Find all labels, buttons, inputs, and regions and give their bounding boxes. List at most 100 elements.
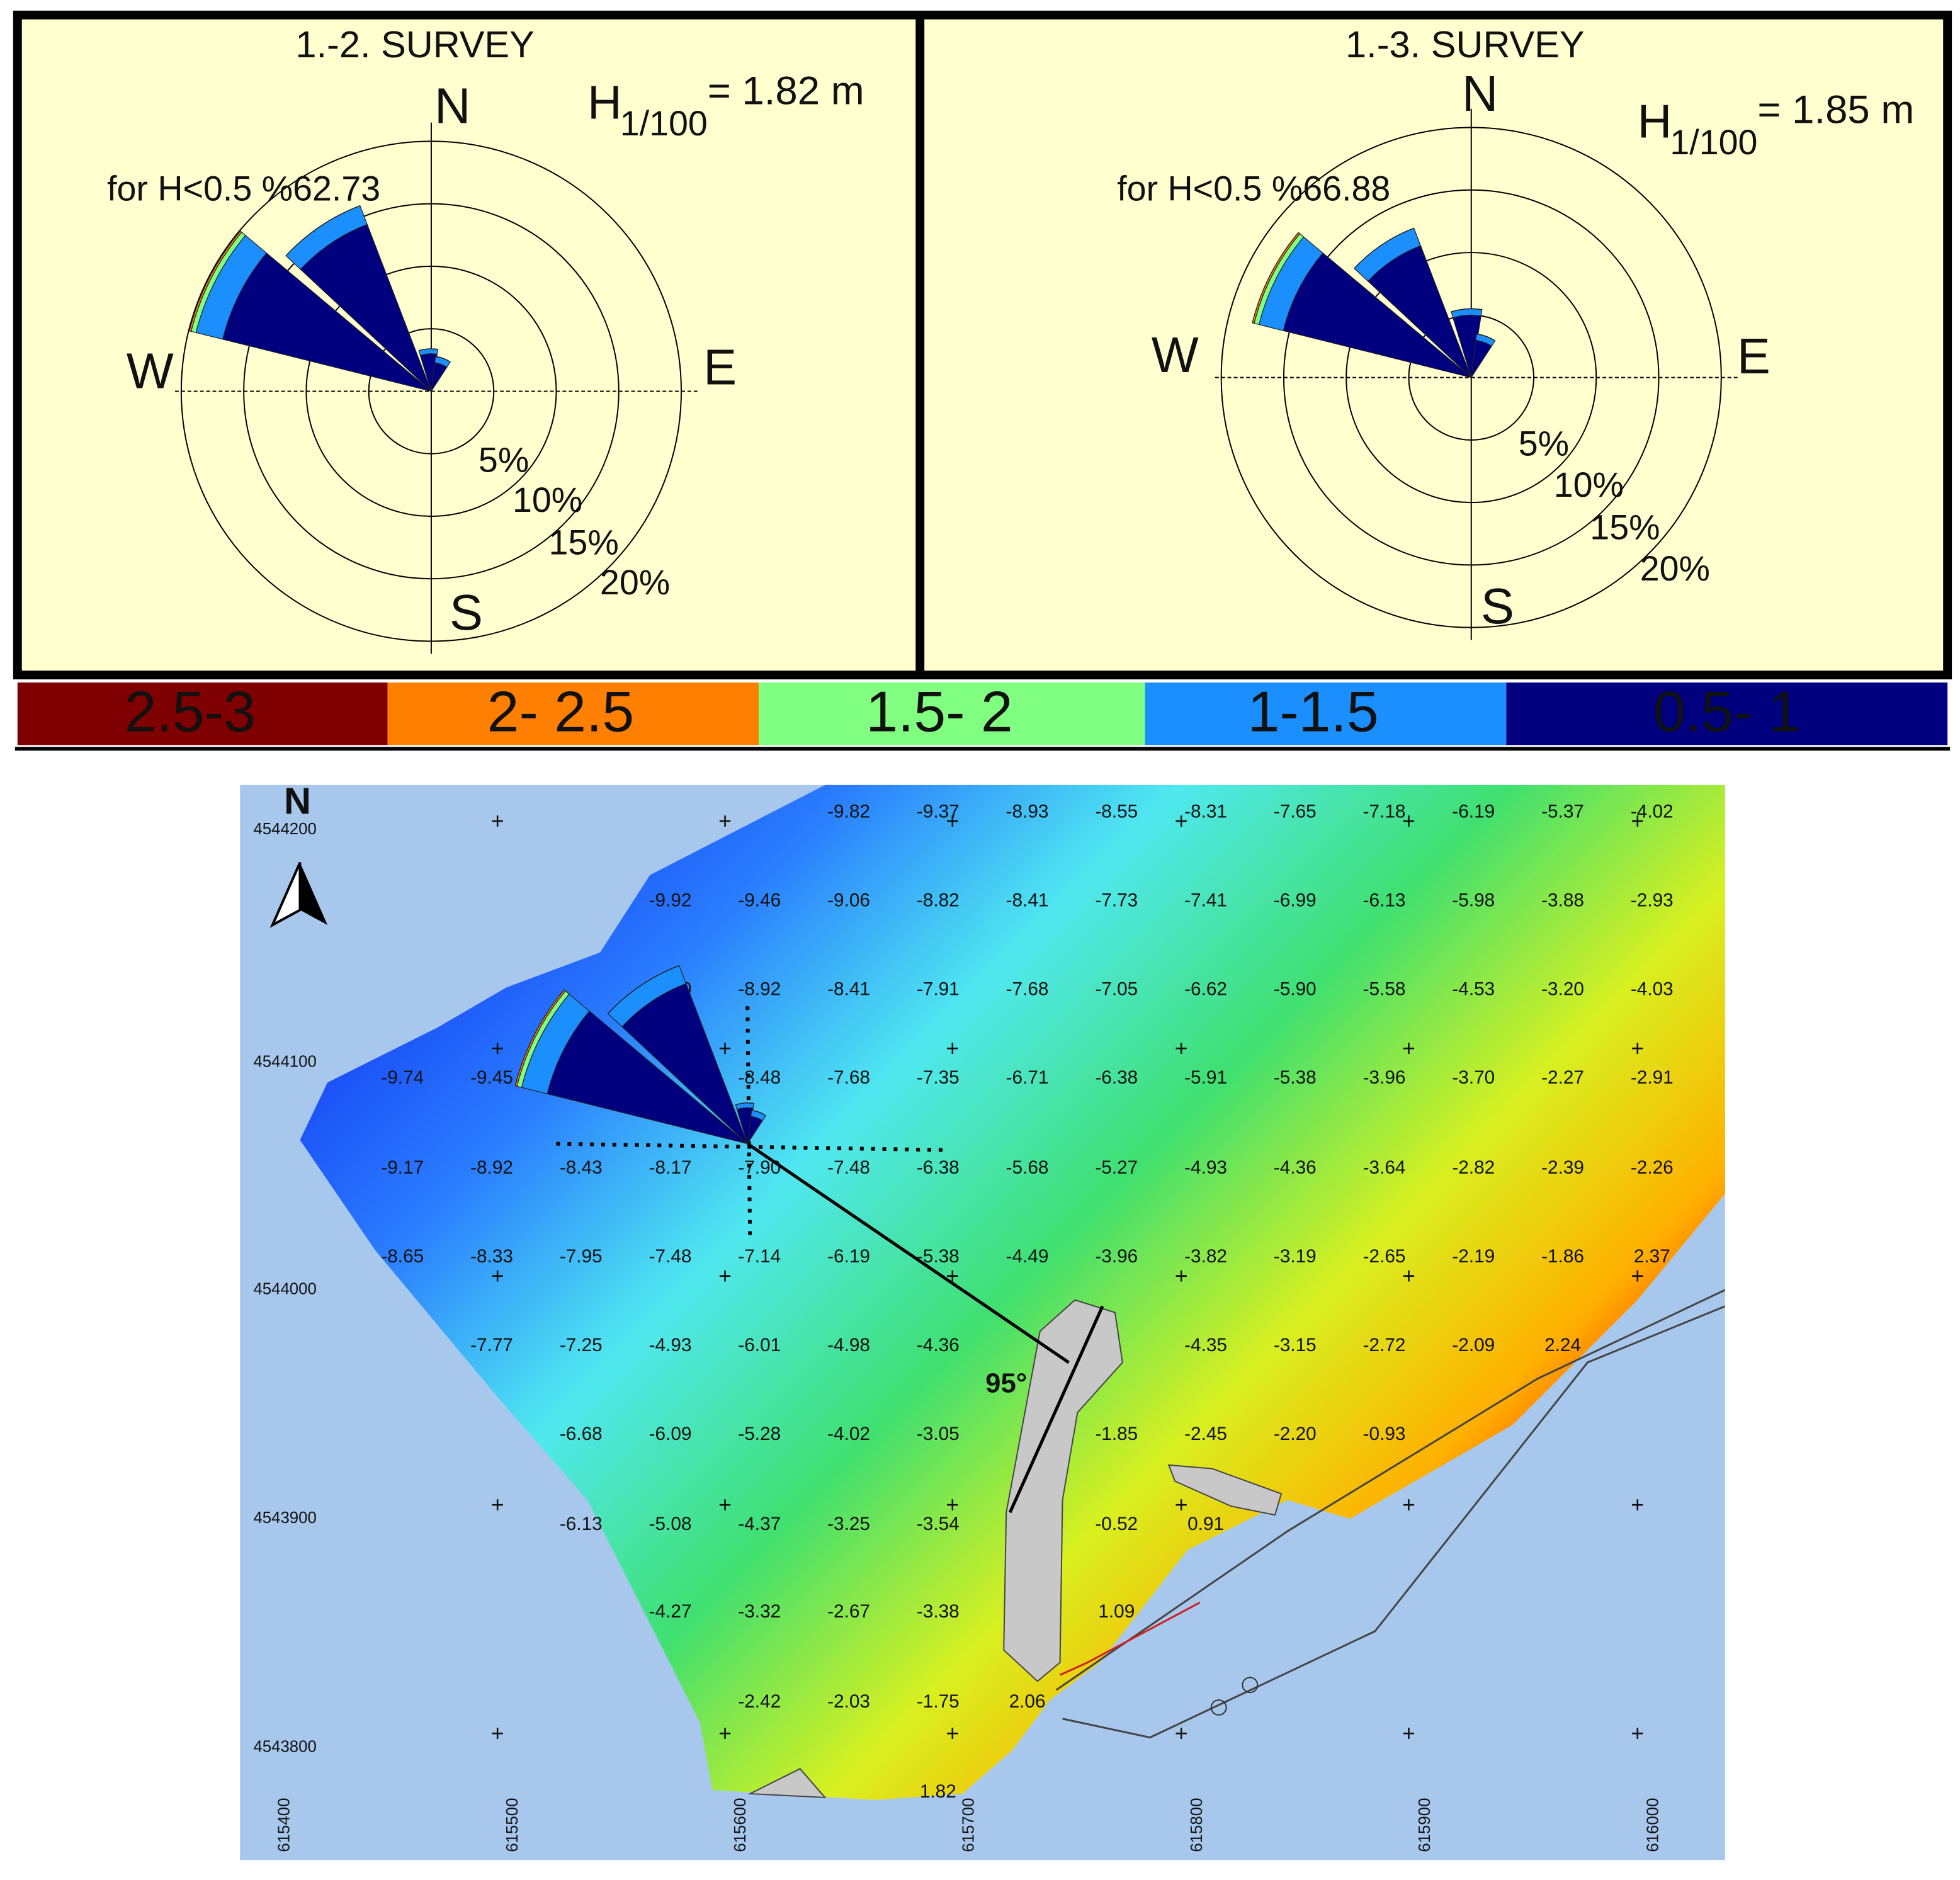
depth-label: -2.09 xyxy=(1452,1335,1495,1356)
depth-label: -5.27 xyxy=(1095,1157,1138,1178)
grid-cross: + xyxy=(1402,1492,1415,1517)
depth-label: -7.35 xyxy=(917,1067,960,1088)
depth-label: -3.70 xyxy=(1452,1067,1495,1088)
x-coordinate: 615800 xyxy=(1188,1798,1206,1852)
depth-label: -3.25 xyxy=(827,1514,870,1534)
direction-label: E xyxy=(703,339,737,395)
depth-label: -9.45 xyxy=(470,1067,513,1088)
depth-label: -7.91 xyxy=(917,978,960,999)
ring-label: 20% xyxy=(1640,549,1710,588)
calm-label: for H<0.5 %66.88 xyxy=(1117,169,1390,208)
depth-label: -2.82 xyxy=(1452,1157,1495,1178)
depth-label: -3.20 xyxy=(1541,978,1584,999)
depth-label: -3.54 xyxy=(917,1514,960,1534)
road-line xyxy=(1062,1305,1726,1739)
y-coordinate: 4544200 xyxy=(253,820,316,838)
north-arrow-right xyxy=(300,862,328,926)
depth-label: -6.01 xyxy=(738,1335,781,1356)
calm-label: for H<0.5 %62.73 xyxy=(107,169,380,208)
depth-label: -8.92 xyxy=(738,978,781,999)
depth-label: -4.98 xyxy=(827,1335,870,1356)
depth-label: -3.05 xyxy=(917,1424,960,1444)
depth-label: 2.06 xyxy=(1009,1691,1046,1712)
depth-label: -0.52 xyxy=(1095,1514,1138,1534)
y-coordinate: 4544000 xyxy=(253,1281,316,1298)
rose-segment xyxy=(189,230,241,331)
depth-label: -5.37 xyxy=(1541,801,1584,822)
depth-label: -2.27 xyxy=(1541,1067,1584,1088)
depth-label: -4.02 xyxy=(1631,801,1674,822)
depth-label: -7.48 xyxy=(827,1157,870,1178)
depth-label: -9.37 xyxy=(917,801,960,822)
grid-cross: + xyxy=(946,1263,959,1288)
depth-label: -4.35 xyxy=(1184,1335,1227,1356)
red-outline xyxy=(1059,1601,1201,1676)
depth-label: -2.91 xyxy=(1631,1067,1674,1088)
depth-label: -7.14 xyxy=(738,1246,781,1267)
depth-label: -4.37 xyxy=(738,1514,781,1534)
marker xyxy=(1242,1677,1259,1694)
depth-label: -9.82 xyxy=(827,801,870,822)
legend-swatch xyxy=(1506,682,1948,745)
depth-label: -5.08 xyxy=(649,1514,692,1534)
ring-label: 10% xyxy=(513,480,582,519)
depth-label: -9.46 xyxy=(738,890,781,910)
depth-label: -9.92 xyxy=(649,890,692,910)
depth-label: -3.88 xyxy=(1541,890,1584,910)
grid-cross: + xyxy=(718,1036,732,1061)
grid-cross: + xyxy=(491,1036,504,1061)
grid-cross: + xyxy=(946,1721,959,1746)
depth-label: -0.93 xyxy=(1363,1424,1406,1444)
grid-cross: + xyxy=(1175,1492,1188,1517)
depth-label: -5.91 xyxy=(1184,1067,1227,1088)
depth-label: -5.68 xyxy=(1006,1157,1049,1178)
ring-label: 15% xyxy=(1590,507,1660,546)
grid-cross: + xyxy=(1631,1492,1644,1517)
depth-label: -8.65 xyxy=(381,1246,424,1267)
depth-label: -5.28 xyxy=(738,1424,781,1444)
grid-cross: + xyxy=(1402,1263,1415,1288)
depth-label: -3.96 xyxy=(1095,1246,1138,1267)
ring-label: 5% xyxy=(479,440,529,479)
depth-label: -4.49 xyxy=(1006,1246,1049,1267)
depth-label: -7.77 xyxy=(470,1335,513,1356)
depth-label: -6.62 xyxy=(1184,978,1227,999)
legend-label: 0.5- 1 xyxy=(1653,680,1801,744)
x-coordinate: 615700 xyxy=(960,1798,977,1852)
depth-label: 1.82 xyxy=(920,1781,956,1802)
rose-title: 1.-3. SURVEY xyxy=(1345,23,1585,65)
rose-segment xyxy=(1451,308,1482,312)
depth-label: 0.91 xyxy=(1187,1514,1224,1534)
depth-label: -1.75 xyxy=(917,1691,960,1712)
depth-label: -7.18 xyxy=(1363,801,1406,822)
jetty xyxy=(747,1768,827,1799)
depth-label: -8.31 xyxy=(1184,801,1227,822)
direction-label: N xyxy=(1462,65,1498,122)
depth-label: -5.58 xyxy=(1363,978,1406,999)
x-coordinate: 615900 xyxy=(1416,1798,1434,1852)
depth-label: -8.17 xyxy=(649,1157,692,1178)
depth-label: -3.38 xyxy=(917,1601,960,1622)
depth-label: -2.93 xyxy=(1631,890,1674,910)
depth-label: -4.93 xyxy=(1184,1157,1227,1178)
depth-label: -5.98 xyxy=(1452,890,1495,910)
grid-cross: + xyxy=(491,1492,504,1517)
north-label: N xyxy=(284,779,311,822)
direction-label: S xyxy=(1481,578,1514,634)
depth-label: -5.38 xyxy=(1274,1067,1317,1088)
grid-cross: + xyxy=(946,1492,959,1517)
h-value: = 1.85 m xyxy=(1757,87,1914,132)
grid-cross: + xyxy=(1631,1263,1644,1288)
grid-cross: + xyxy=(718,1263,732,1288)
depth-label: -9.74 xyxy=(381,1067,424,1088)
x-coordinate: 615400 xyxy=(275,1798,293,1852)
grid-cross: + xyxy=(491,1263,504,1288)
grid-cross: + xyxy=(1175,1036,1188,1061)
legend-label: 1-1.5 xyxy=(1248,680,1379,744)
y-coordinate: 4543900 xyxy=(253,1509,316,1527)
depth-label: -8.92 xyxy=(470,1157,513,1178)
grid-cross: + xyxy=(946,808,959,834)
ring-label: 5% xyxy=(1519,424,1569,463)
